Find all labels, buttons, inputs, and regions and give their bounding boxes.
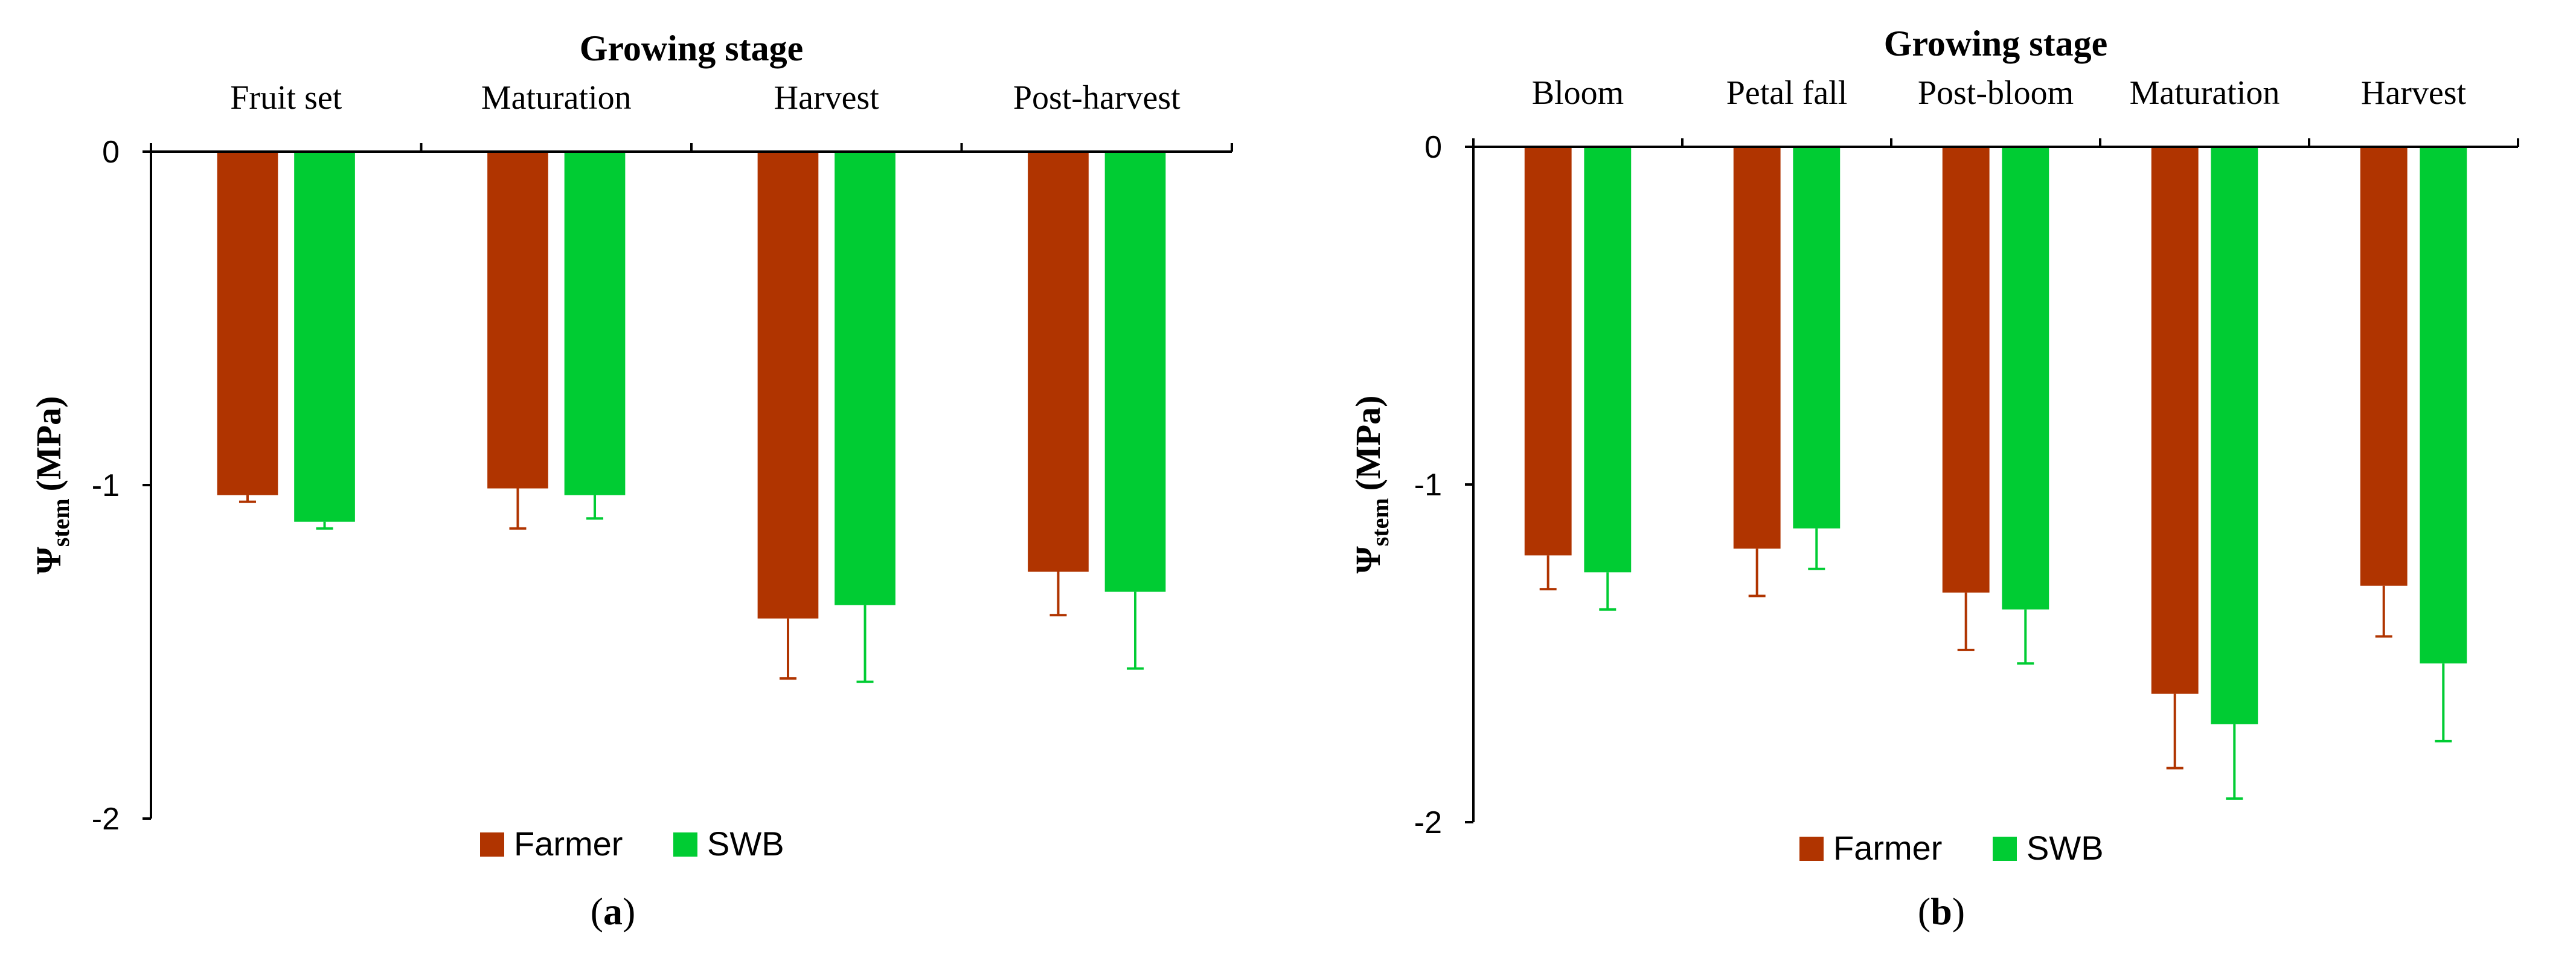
category-label: Harvest	[774, 79, 880, 117]
bar-swb-1	[1793, 147, 1841, 529]
y-axis-unit: (MPa)	[1348, 395, 1388, 491]
panel-label-open: (	[591, 890, 603, 933]
bar-farmer-3	[1028, 152, 1089, 572]
y-tick-label: -2	[92, 802, 120, 837]
bar-swb-2	[835, 152, 896, 605]
legend-label-farmer: Farmer	[514, 825, 623, 863]
y-tick-label: -1	[92, 468, 120, 503]
category-label: Post-bloom	[1918, 74, 2074, 112]
category-label: Maturation	[481, 79, 632, 117]
y-tick-label: -1	[1414, 468, 1442, 503]
category-label: Post-harvest	[1013, 79, 1181, 117]
bar-farmer-3	[2151, 147, 2199, 694]
panel-label-close: )	[623, 890, 635, 933]
legend-swatch-farmer	[1799, 837, 1824, 861]
panel-label: (b)	[1918, 890, 1965, 933]
y-tick-label: 0	[1424, 130, 1442, 165]
chart-title: Growing stage	[580, 28, 804, 68]
panel-label-open: (	[1918, 890, 1930, 933]
category-label: Petal fall	[1726, 74, 1848, 112]
legend-swatch-swb	[1993, 837, 2017, 861]
panel-label: (a)	[591, 890, 636, 933]
bar-farmer-1	[487, 152, 548, 489]
panel-label-letter: a	[603, 890, 623, 933]
legend-swatch-farmer	[480, 832, 504, 857]
chart-title: Growing stage	[1884, 24, 2108, 63]
legend-label-farmer: Farmer	[1833, 829, 1942, 867]
bar-swb-4	[2420, 147, 2467, 664]
legend-label-swb: SWB	[707, 825, 784, 863]
panel-label-letter: b	[1930, 890, 1952, 933]
legend-label-swb: SWB	[2027, 829, 2104, 867]
y-axis-label: Ψstem (MPa)	[1348, 395, 1394, 573]
chart-panel-a: Growing stage Fruit set Maturation Harvest P…	[29, 28, 1233, 933]
y-tick-label: 0	[102, 135, 120, 170]
y-axis-subscript: stem	[47, 498, 74, 547]
bar-farmer-4	[2360, 147, 2408, 586]
category-label: Fruit set	[230, 79, 342, 117]
bar-farmer-2	[757, 152, 819, 619]
y-axis-label: Ψstem (MPa)	[29, 396, 74, 574]
category-label: Harvest	[2361, 74, 2467, 112]
category-label: Bloom	[1532, 74, 1624, 112]
y-axis-symbol: Ψ	[1348, 546, 1388, 574]
panel-label-close: )	[1952, 890, 1965, 933]
bar-swb-0	[294, 152, 355, 522]
bar-swb-2	[2002, 147, 2049, 610]
y-axis-subscript: stem	[1366, 498, 1394, 546]
y-axis-symbol: Ψ	[29, 547, 68, 575]
bar-farmer-2	[1942, 147, 1990, 593]
bar-farmer-0	[1524, 147, 1572, 556]
bar-farmer-0	[217, 152, 278, 495]
y-axis-unit: (MPa)	[29, 396, 68, 491]
bar-swb-1	[564, 152, 626, 495]
bar-swb-0	[1584, 147, 1632, 573]
legend-swatch-swb	[673, 832, 697, 857]
bar-farmer-1	[1733, 147, 1781, 549]
bar-swb-3	[1104, 152, 1166, 592]
chart-panel-b: Growing stage Bloom Petal fall Post-bloom Ma…	[1348, 24, 2519, 933]
y-tick-label: -2	[1414, 805, 1442, 840]
category-label: Maturation	[2130, 74, 2280, 112]
bar-swb-3	[2211, 147, 2258, 724]
